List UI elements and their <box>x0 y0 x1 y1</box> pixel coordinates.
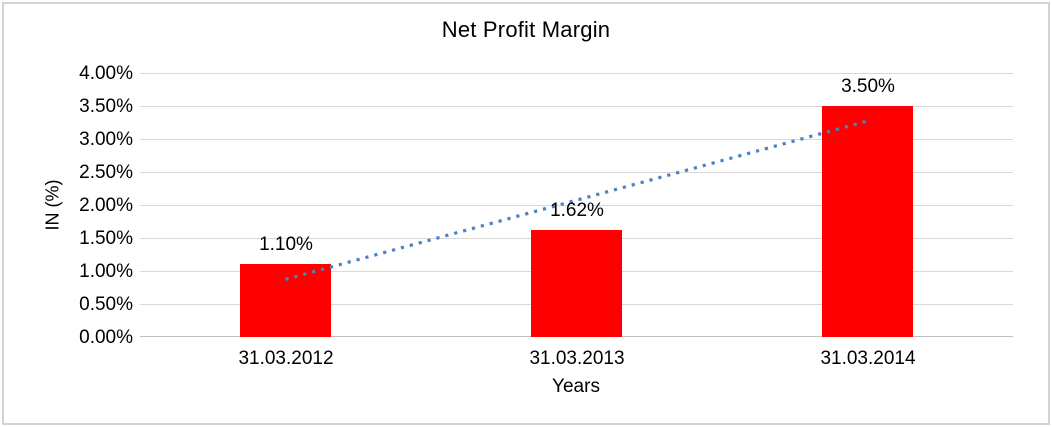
gridline <box>140 106 1013 107</box>
x-tick-label: 31.03.2013 <box>529 348 625 369</box>
bar <box>240 264 331 337</box>
y-tick-label: 2.50% <box>79 162 133 183</box>
x-tick-label: 31.03.2014 <box>820 348 916 369</box>
y-tick-label: 0.50% <box>79 294 133 315</box>
y-tick-label: 1.00% <box>79 261 133 282</box>
y-tick-label: 3.00% <box>79 129 133 150</box>
y-tick-label: 0.00% <box>79 327 133 348</box>
gridline <box>140 172 1013 173</box>
gridline <box>140 205 1013 206</box>
bar <box>531 230 622 337</box>
x-axis-title: Years <box>552 376 600 397</box>
x-tick-label: 31.03.2012 <box>238 348 334 369</box>
bar-value-label: 1.10% <box>259 234 313 255</box>
y-tick-label: 2.00% <box>79 195 133 216</box>
chart-title: Net Profit Margin <box>441 17 611 42</box>
bar-value-label: 1.62% <box>550 200 604 221</box>
y-tick-label: 1.50% <box>79 228 133 249</box>
bar <box>822 106 913 337</box>
gridline <box>140 73 1013 74</box>
y-tick-label: 4.00% <box>79 63 133 84</box>
plot-area <box>140 73 1013 337</box>
y-tick-label: 3.50% <box>79 96 133 117</box>
bar-value-label: 3.50% <box>841 76 895 97</box>
gridline <box>140 139 1013 140</box>
